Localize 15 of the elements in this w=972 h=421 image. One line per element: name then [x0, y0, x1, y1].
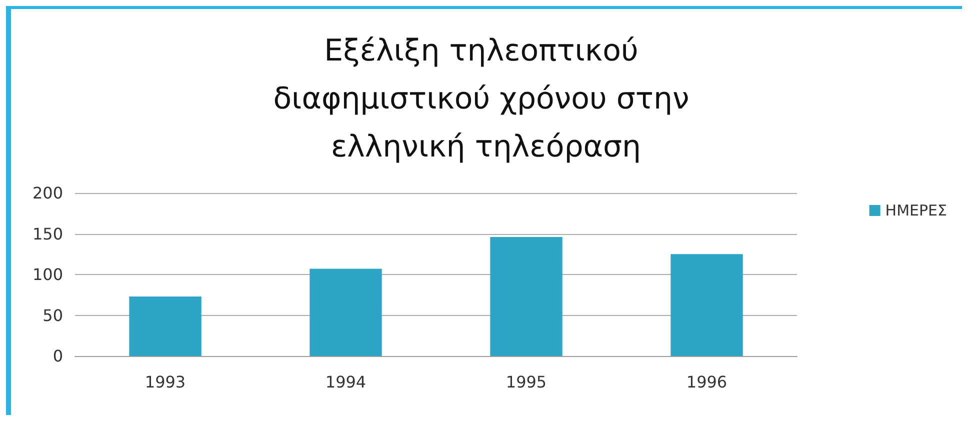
- y-tick-label: 100: [32, 265, 63, 284]
- bar: [490, 237, 562, 356]
- x-tick-label: 1994: [325, 372, 366, 392]
- legend-label: ΗΜΕΡΕΣ: [885, 202, 948, 220]
- y-tick-label: 150: [32, 224, 63, 244]
- y-tick-label: 200: [32, 184, 63, 202]
- x-tick-label: 1993: [144, 372, 186, 392]
- x-tick-label: 1996: [686, 372, 728, 392]
- x-tick-label: 1995: [506, 372, 547, 392]
- bar: [310, 268, 382, 356]
- y-tick-label: 50: [42, 306, 63, 325]
- y-tick-label: 0: [52, 346, 63, 366]
- bar: [129, 296, 202, 356]
- bar: [670, 254, 743, 356]
- chart-title: Εξέλιξη τηλεοπτικού διαφημιστικού χρόνου στην ελληνική τηλεόραση: [273, 34, 699, 164]
